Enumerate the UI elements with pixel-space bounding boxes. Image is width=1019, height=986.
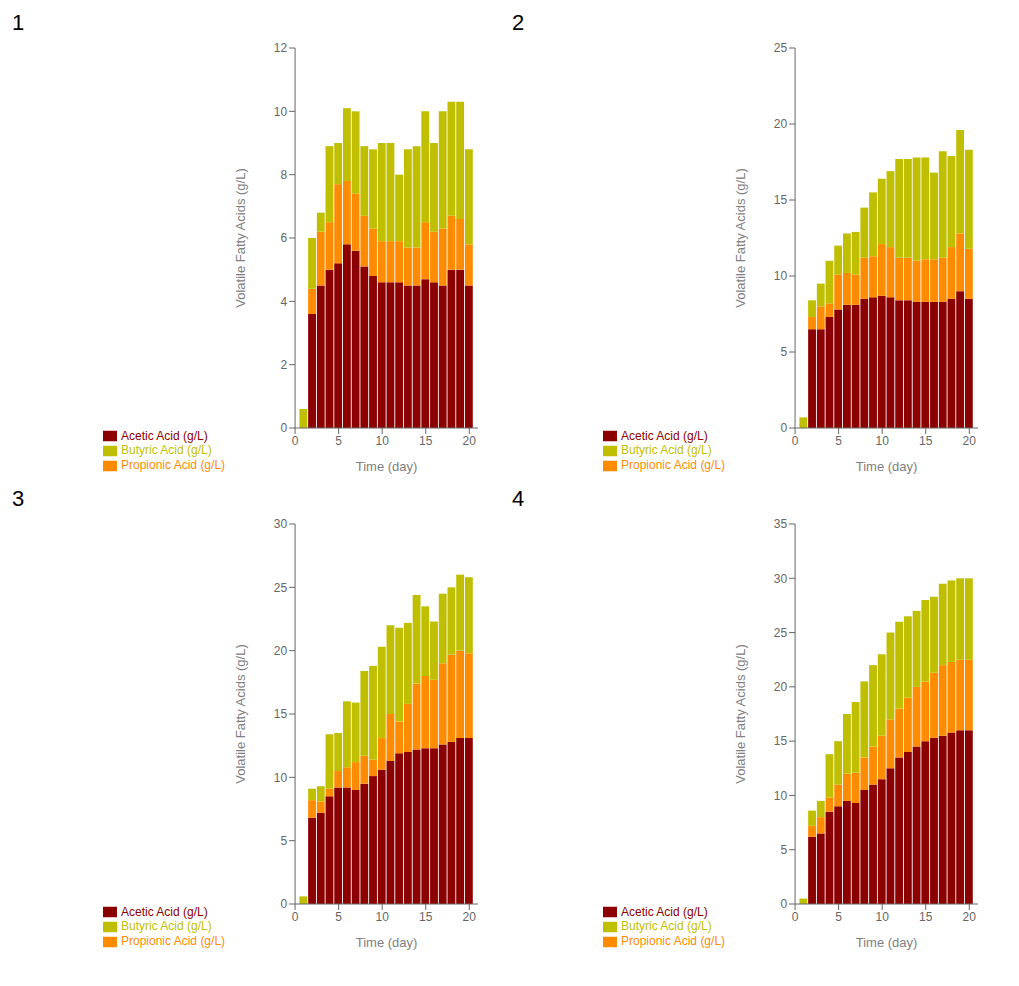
svg-text:15: 15	[919, 910, 933, 924]
svg-text:5: 5	[835, 910, 842, 924]
svg-text:10: 10	[875, 434, 889, 448]
svg-text:6: 6	[280, 231, 287, 245]
html-text:Propionic Acid (g/L): Propionic Acid (g/L)	[621, 934, 726, 949]
svg-text:5: 5	[835, 434, 842, 448]
svg-text:15: 15	[274, 707, 288, 721]
svg-text:10: 10	[375, 434, 389, 448]
html-text:Butyric Acid (g/L): Butyric Acid (g/L)	[621, 919, 712, 934]
html-text:Acetic Acid (g/L): Acetic Acid (g/L)	[621, 428, 708, 443]
svg-text:10: 10	[274, 105, 288, 119]
svg-text:10: 10	[375, 910, 389, 924]
svg-text:0: 0	[280, 897, 287, 911]
svg-text:Volatile Fatty Acids (g/L): Volatile Fatty Acids (g/L)	[233, 168, 248, 307]
svg-text:35: 35	[774, 517, 788, 531]
svg-text:20: 20	[463, 434, 477, 448]
svg-text:Volatile Fatty Acids (g/L): Volatile Fatty Acids (g/L)	[733, 644, 748, 783]
html-text:1: 1	[12, 10, 25, 35]
html-text:Propionic Acid (g/L): Propionic Acid (g/L)	[121, 934, 226, 949]
svg-text:0: 0	[792, 910, 799, 924]
svg-text:20: 20	[963, 910, 977, 924]
html-text:Butyric Acid (g/L): Butyric Acid (g/L)	[121, 919, 212, 934]
svg-text:0: 0	[280, 421, 287, 435]
svg-text:Time (day): Time (day)	[856, 459, 918, 474]
svg-text:8: 8	[280, 168, 287, 182]
svg-text:20: 20	[774, 680, 788, 694]
svg-text:25: 25	[774, 41, 788, 55]
html-text:Acetic Acid (g/L): Acetic Acid (g/L)	[621, 904, 708, 919]
svg-text:10: 10	[875, 910, 889, 924]
svg-text:10: 10	[774, 789, 788, 803]
svg-text:2: 2	[280, 358, 287, 372]
html-text:Butyric Acid (g/L): Butyric Acid (g/L)	[621, 443, 712, 458]
svg-text:15: 15	[919, 434, 933, 448]
svg-text:5: 5	[280, 834, 287, 848]
html-text:Propionic Acid (g/L): Propionic Acid (g/L)	[121, 458, 226, 473]
svg-text:5: 5	[780, 843, 787, 857]
svg-text:20: 20	[774, 117, 788, 131]
svg-text:10: 10	[774, 269, 788, 283]
html-text:3: 3	[12, 486, 25, 511]
svg-text:15: 15	[774, 193, 788, 207]
svg-text:20: 20	[963, 434, 977, 448]
html-text:Acetic Acid (g/L): Acetic Acid (g/L)	[121, 428, 208, 443]
svg-text:Time (day): Time (day)	[356, 459, 418, 474]
svg-text:Volatile Fatty Acids (g/L): Volatile Fatty Acids (g/L)	[233, 644, 248, 783]
svg-text:30: 30	[274, 517, 288, 531]
svg-text:15: 15	[774, 734, 788, 748]
html-text:Acetic Acid (g/L): Acetic Acid (g/L)	[121, 904, 208, 919]
svg-text:0: 0	[792, 434, 799, 448]
svg-text:0: 0	[780, 421, 787, 435]
svg-text:5: 5	[780, 345, 787, 359]
html-text:4: 4	[512, 486, 525, 511]
svg-text:5: 5	[335, 434, 342, 448]
svg-text:15: 15	[419, 910, 433, 924]
html-text:Butyric Acid (g/L): Butyric Acid (g/L)	[121, 443, 212, 458]
svg-text:4: 4	[280, 295, 287, 309]
svg-text:Time (day): Time (day)	[856, 935, 918, 950]
svg-text:0: 0	[780, 897, 787, 911]
svg-text:12: 12	[274, 41, 288, 55]
html-text:2: 2	[512, 10, 525, 35]
svg-text:Time (day): Time (day)	[356, 935, 418, 950]
svg-text:25: 25	[274, 581, 288, 595]
svg-text:30: 30	[774, 572, 788, 586]
svg-text:10: 10	[274, 771, 288, 785]
svg-text:15: 15	[419, 434, 433, 448]
svg-text:5: 5	[335, 910, 342, 924]
svg-text:20: 20	[274, 644, 288, 658]
svg-text:20: 20	[463, 910, 477, 924]
svg-text:0: 0	[292, 434, 299, 448]
svg-text:Volatile Fatty Acids (g/L): Volatile Fatty Acids (g/L)	[733, 168, 748, 307]
svg-text:25: 25	[774, 626, 788, 640]
html-text:Propionic Acid (g/L): Propionic Acid (g/L)	[621, 458, 726, 473]
svg-text:0: 0	[292, 910, 299, 924]
